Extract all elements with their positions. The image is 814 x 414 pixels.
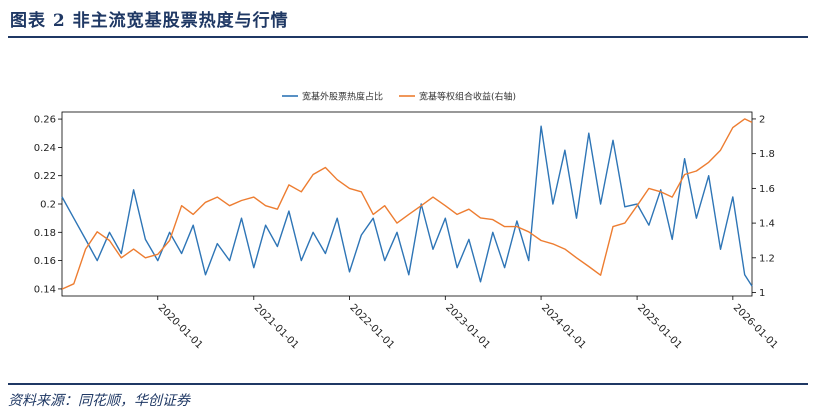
y-right-tick-label: 2 [759, 114, 765, 125]
y-left-tick-label: 0.26 [34, 115, 56, 126]
top-rule [8, 36, 808, 38]
x-tick-label: 2026-01-01 [731, 302, 780, 351]
y-right-tick-label: 1.8 [759, 149, 775, 160]
x-tick-label: 2022-01-01 [347, 302, 396, 351]
bottom-rule [8, 383, 808, 385]
x-tick-label: 2021-01-01 [252, 302, 301, 351]
y-left-tick-label: 0.24 [34, 143, 56, 154]
series-line-heat-share [61, 125, 753, 287]
y-right-tick-label: 1 [759, 288, 765, 299]
y-left-tick-label: 0.18 [34, 228, 56, 239]
x-tick-label: 2020-01-01 [156, 302, 205, 351]
legend-label: 宽基等权组合收益(右轴) [419, 91, 516, 103]
y-left-tick-label: 0.16 [34, 256, 56, 267]
figure-title: 图表 2 非主流宽基股票热度与行情 [10, 11, 289, 31]
series-line-equal-weight-return [61, 118, 753, 290]
x-tick-label: 2023-01-01 [443, 302, 492, 351]
y-right-tick-label: 1.6 [759, 184, 775, 195]
y-left-tick-label: 0.22 [34, 171, 56, 182]
x-tick-label: 2024-01-01 [539, 302, 588, 351]
y-right-tick-label: 1.2 [759, 253, 775, 264]
x-tick-label: 2025-01-01 [635, 302, 684, 351]
source-note: 资料来源：同花顺，华创证券 [8, 393, 190, 409]
chart-legend: 宽基外股票热度占比 宽基等权组合收益(右轴) [282, 91, 516, 103]
legend-label: 宽基外股票热度占比 [302, 91, 383, 103]
chart-series [61, 118, 753, 290]
y-right-tick-label: 1.4 [759, 219, 775, 230]
chart-axes: 0.14 0.16 0.18 0.2 0.22 0.24 0.26 1 1.2 1.4 1.6 1.8… [34, 111, 780, 351]
y-left-tick-label: 0.2 [40, 200, 56, 211]
y-left-tick-label: 0.14 [34, 284, 56, 295]
